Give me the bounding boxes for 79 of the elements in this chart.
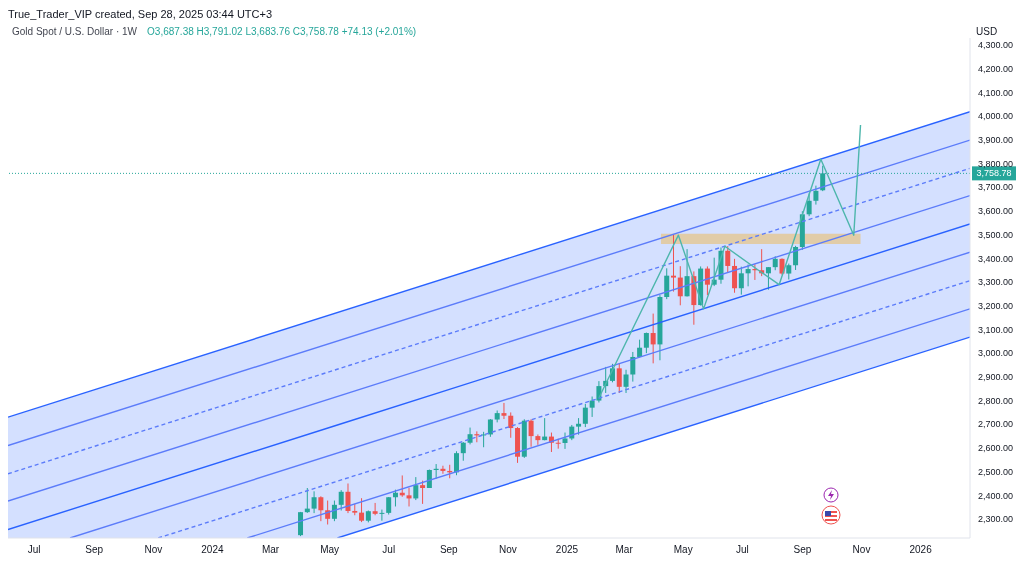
x-tick-label: Jul	[382, 544, 396, 556]
candlestick	[732, 258, 738, 294]
y-tick-label: 4,300.00	[978, 40, 1014, 51]
candlestick	[508, 411, 514, 439]
text: True_Trader_VIP created, Sep 28, 2025 03:44 UTC+3	[8, 8, 273, 20]
candlestick	[664, 267, 670, 300]
candlestick	[813, 185, 819, 206]
candlestick	[765, 266, 771, 291]
y-tick-label: 3,100.00	[978, 324, 1014, 335]
candlestick	[379, 509, 385, 522]
y-tick-label: 3,700.00	[978, 182, 1014, 193]
line-series	[598, 124, 862, 399]
candlestick	[535, 433, 541, 446]
chart-title: Gold Spot / U.S. Dollar · 1W	[12, 26, 138, 37]
y-tick-label: 3,900.00	[978, 135, 1014, 146]
candlestick	[616, 363, 622, 394]
y-tick-label: 3,400.00	[978, 253, 1014, 264]
y-tick-label: 2,400.00	[978, 490, 1014, 501]
candlestick	[460, 441, 466, 462]
candlestick	[684, 248, 690, 298]
y-tick-label: 4,100.00	[978, 87, 1014, 98]
candlestick	[528, 418, 534, 448]
x-tick-label: May	[320, 544, 340, 556]
y-tick-label: 2,300.00	[978, 514, 1014, 525]
x-tick-label: May	[673, 544, 693, 556]
x-tick-label: Sep	[439, 544, 459, 556]
y-tick-label: 2,700.00	[978, 419, 1014, 430]
x-tick-label: 2024	[201, 544, 224, 556]
candlestick	[440, 465, 446, 475]
y-tick-label: 2,800.00	[978, 395, 1014, 406]
y-tick-label: 3,600.00	[978, 206, 1014, 217]
candlestick	[454, 450, 459, 476]
x-tick-label: Sep	[793, 544, 812, 556]
y-tick-label: 4,200.00	[978, 64, 1014, 74]
candlestick	[420, 480, 426, 505]
candlestick	[650, 313, 656, 364]
y-tick-label: 3,500.00	[978, 229, 1014, 240]
x-tick-label: Nov	[852, 544, 871, 556]
candlestick	[318, 495, 324, 522]
candlestick	[406, 487, 412, 507]
candlestick	[501, 402, 507, 420]
x-tick-label: 2025	[555, 544, 579, 556]
candlestick	[372, 502, 378, 516]
x-tick-label: Mar	[615, 544, 634, 556]
candlestick	[596, 380, 602, 403]
candlestick	[413, 476, 419, 501]
x-tick-label: Mar	[261, 544, 280, 556]
y-axis-title: USD	[976, 26, 998, 37]
candlestick	[331, 500, 337, 522]
candlestick	[589, 396, 595, 418]
x-tick-label: Sep	[85, 544, 104, 556]
y-tick-label: 4,000.00	[978, 111, 1014, 122]
y-tick-label: 3,200.00	[978, 300, 1014, 311]
x-tick-label: Jul	[735, 544, 749, 556]
candlestick	[562, 432, 568, 450]
candlestick	[338, 489, 344, 512]
candlestick	[359, 497, 365, 523]
candlestick	[704, 265, 710, 296]
candlestick	[725, 245, 731, 274]
candlestick	[806, 192, 812, 217]
y-tick-label: 2,500.00	[978, 466, 1014, 477]
x-tick-label: Jul	[27, 544, 41, 556]
y-tick-label: 3,000.00	[978, 348, 1014, 359]
chart-subtitle: O3,687.38 H3,791.02 L3,683.76 C3,758.78 +74.13 (+2.01%)	[147, 26, 417, 37]
ref-line-label: 3,758.78	[976, 168, 1012, 179]
x-tick-label: 2026	[909, 544, 933, 556]
candlestick	[623, 369, 629, 394]
candlestick	[298, 511, 304, 537]
y-tick-label: 2,600.00	[978, 443, 1014, 454]
y-tick-label: 2,900.00	[978, 372, 1014, 383]
x-tick-label: Nov	[144, 544, 163, 556]
x-tick-label: Nov	[498, 544, 517, 556]
candlestick	[311, 490, 317, 514]
y-tick-label: 3,300.00	[978, 277, 1014, 288]
candlestick	[671, 234, 676, 293]
candlestick	[738, 266, 744, 296]
candlestick	[582, 403, 588, 428]
candlestick	[793, 245, 799, 271]
candlestick	[345, 483, 351, 514]
